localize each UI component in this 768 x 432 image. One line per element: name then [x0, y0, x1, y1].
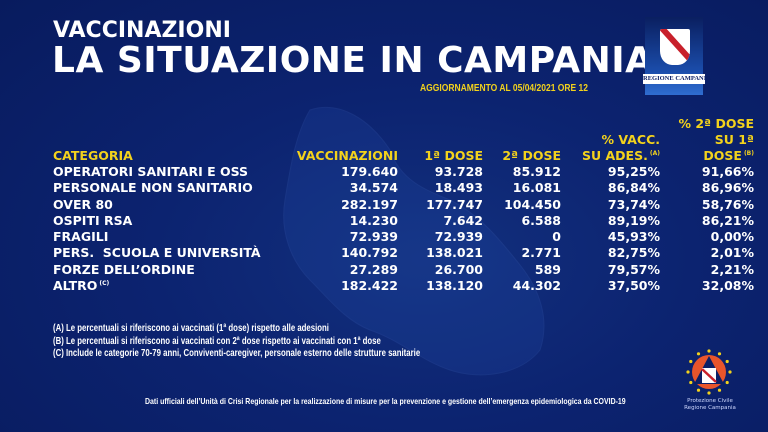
- cell-vaccinazioni: 14.230: [349, 212, 398, 228]
- vaccination-table: CATEGORIA VACCINAZIONI 1ª DOSE 2ª DOSE %…: [53, 116, 754, 294]
- header-pct-vacc-line1: % VACC.: [601, 132, 660, 147]
- cell-pct-dose2: 86,21%: [701, 212, 754, 228]
- header-pct-vacc: % VACC. SU ADES. (A): [561, 116, 660, 164]
- footnote-b: (B) Le percentuali si riferiscono ai vac…: [53, 335, 381, 347]
- cell-categoria-label: ALTRO: [53, 278, 98, 294]
- cell-categoria: FRAGILI: [53, 229, 109, 245]
- note-c: (C): [99, 280, 110, 288]
- cell-pct-vacc: 86,84%: [607, 180, 660, 196]
- cell-dose2: 2.771: [521, 245, 561, 261]
- table-header-row: CATEGORIA VACCINAZIONI 1ª DOSE 2ª DOSE %…: [53, 116, 754, 164]
- cell-dose2: 6.588: [521, 212, 561, 228]
- table-row: PERSONALE NON SANITARIO 34.574 18.493 16…: [53, 180, 754, 196]
- cell-categoria: ALTRO (C): [53, 278, 268, 294]
- cell-vaccinazioni: 179.640: [341, 164, 398, 179]
- cell-pct-vacc: 82,75%: [607, 245, 660, 261]
- cell-categoria: PERSONALE NON SANITARIO: [53, 180, 253, 196]
- cell-pct-dose2: 58,76%: [701, 196, 754, 212]
- regione-campania-logo: REGIONE CAMPANIA: [643, 17, 711, 95]
- logo-label: REGIONE CAMPANIA: [643, 74, 711, 84]
- note-a: (A): [649, 150, 660, 157]
- cell-categoria: FORZE DELL’ORDINE: [53, 261, 195, 277]
- header-vaccinazioni: VACCINAZIONI: [296, 148, 398, 163]
- protezione-civile-icon: [686, 349, 732, 395]
- footnote-c: (C) Include le categorie 70-79 anni, Con…: [53, 348, 421, 359]
- cell-dose2: 85.912: [512, 164, 561, 179]
- page-title: LA SITUAZIONE IN CAMPANIA: [52, 40, 654, 81]
- note-b: (B): [743, 150, 754, 157]
- footnotes: (A) Le percentuali si riferiscono ai vac…: [53, 323, 420, 361]
- pc-label-line2: Regione Campania: [684, 405, 736, 411]
- header-pct-dose2-line1: % 2ª DOSE: [678, 116, 754, 131]
- update-timestamp: AGGIORNAMENTO AL 05/04/2021 ORE 12: [420, 83, 589, 94]
- header-dose2: 2ª DOSE: [502, 148, 561, 163]
- header-categoria: CATEGORIA: [53, 148, 133, 163]
- table-row: OVER 80 282.197 177.747 104.450 73,74% 5…: [53, 197, 754, 213]
- cell-categoria: OVER 80: [53, 196, 113, 212]
- cell-dose2: 104.450: [504, 196, 561, 212]
- cell-pct-vacc: 89,19%: [607, 212, 660, 228]
- cell-dose1: 138.120: [426, 278, 483, 294]
- cell-categoria: OSPITI RSA: [53, 212, 133, 228]
- cell-dose1: 26.700: [434, 261, 483, 277]
- protezione-civile-label: Protezione Civile Regione Campania: [680, 398, 740, 412]
- cell-vaccinazioni: 72.939: [349, 229, 398, 245]
- cell-pct-vacc: 95,25%: [607, 164, 660, 179]
- cell-vaccinazioni: 34.574: [349, 180, 398, 196]
- footnote-a: (A) Le percentuali si riferiscono ai vac…: [53, 323, 329, 334]
- cell-dose2: 589: [534, 261, 561, 277]
- cell-pct-dose2: 0,00%: [710, 229, 754, 245]
- cell-pct-dose2: 86,96%: [701, 180, 754, 196]
- cell-categoria: OPERATORI SANITARI E OSS: [53, 164, 249, 179]
- table-row: PERS. SCUOLA E UNIVERSITÀ 140.792 138.02…: [53, 245, 754, 261]
- cell-vaccinazioni: 27.289: [349, 261, 398, 277]
- cell-dose1: 177.747: [426, 196, 483, 212]
- cell-pct-dose2: 91,66%: [701, 164, 754, 179]
- cell-pct-dose2: 2,01%: [710, 245, 754, 261]
- cell-pct-dose2: 2,21%: [710, 261, 754, 277]
- cell-vaccinazioni: 140.792: [341, 245, 398, 261]
- header-pct-dose2: % 2ª DOSE SU 1ª DOSE (B): [660, 116, 754, 164]
- cell-dose2: 16.081: [512, 180, 561, 196]
- table-row: FRAGILI 72.939 72.939 0 45,93% 0,00%: [53, 229, 754, 245]
- cell-vaccinazioni: 282.197: [341, 196, 398, 212]
- cell-pct-vacc: 79,57%: [607, 261, 660, 277]
- header-pct-vacc-line2: SU ADES.: [582, 148, 648, 163]
- pc-label-line1: Protezione Civile: [687, 398, 733, 404]
- cell-pct-vacc: 37,50%: [607, 278, 660, 294]
- table-row: OPERATORI SANITARI E OSS 179.640 93.728 …: [53, 164, 754, 180]
- cell-pct-dose2: 32,08%: [701, 278, 754, 294]
- table-row: FORZE DELL’ORDINE 27.289 26.700 589 79,5…: [53, 262, 754, 278]
- regione-campania-shield-icon: [660, 29, 690, 65]
- source-note: Dati ufficiali dell’Unità di Crisi Regio…: [145, 396, 626, 406]
- table-row: OSPITI RSA 14.230 7.642 6.588 89,19% 86,…: [53, 213, 754, 229]
- header-pct-dose2-line2: SU 1ª DOSE: [703, 132, 754, 163]
- table-row: ALTRO (C) 182.422 138.120 44.302 37,50% 3…: [53, 278, 754, 294]
- cell-pct-vacc: 45,93%: [607, 229, 660, 245]
- cell-pct-vacc: 73,74%: [607, 196, 660, 212]
- campania-map-outline: [283, 106, 545, 376]
- header-dose1: 1ª DOSE: [424, 148, 483, 163]
- cell-dose2: 44.302: [512, 278, 561, 294]
- cell-dose1: 7.642: [443, 212, 483, 228]
- header-subtitle: VACCINAZIONI: [53, 18, 231, 43]
- cell-dose1: 18.493: [434, 180, 483, 196]
- cell-dose1: 72.939: [434, 229, 483, 245]
- cell-dose2: 0: [552, 229, 561, 245]
- cell-categoria: PERS. SCUOLA E UNIVERSITÀ: [53, 245, 261, 261]
- cell-dose1: 93.728: [434, 164, 483, 179]
- cell-vaccinazioni: 182.422: [341, 278, 398, 294]
- cell-dose1: 138.021: [426, 245, 483, 261]
